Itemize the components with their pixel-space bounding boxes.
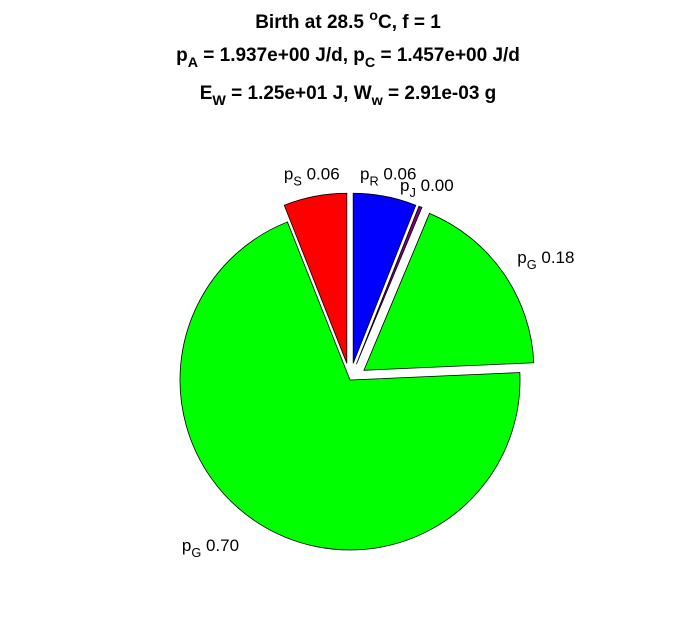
slice-label: pS​ 0.06	[284, 165, 340, 189]
text-run: p	[176, 45, 188, 66]
text-run: = 1.457e+00 J/d	[375, 45, 520, 66]
subscript: C	[365, 55, 375, 71]
text-run: Birth at 28.5	[255, 12, 369, 33]
pie-slice	[356, 205, 423, 365]
pie-slice	[363, 212, 535, 371]
text-run: p	[182, 536, 191, 555]
slice-category: pR​	[360, 165, 379, 189]
slice-label: pG​ 0.18	[517, 248, 574, 272]
pie-slice	[352, 192, 417, 364]
text-run: p	[360, 165, 369, 184]
slice-category: pG​	[517, 248, 536, 272]
pie-slice	[179, 221, 521, 551]
slice-label: pG​ 0.70	[182, 536, 239, 560]
text-run: p	[517, 248, 526, 267]
text-run: p	[400, 176, 409, 195]
subscript: G	[191, 545, 201, 560]
subscript: R	[369, 174, 378, 189]
subscript: A	[188, 55, 198, 71]
chart-title: EW​ = 1.25e+01 J, Ww​ = 2.91e-03 g	[200, 83, 497, 109]
slice-value: 0.00	[416, 176, 454, 195]
chart-title: Birth at 28.5 o​C, f = 1	[255, 8, 441, 33]
slice-value: 0.70	[201, 536, 239, 555]
slice-label: pJ​ 0.00	[400, 176, 454, 200]
slice-value: 0.06	[379, 165, 417, 184]
text-run: = 1.25e+01 J, W	[226, 83, 372, 104]
subscript: S	[293, 174, 302, 189]
slice-value: 0.18	[537, 248, 575, 267]
slice-category: pG​	[182, 536, 201, 560]
text-run: p	[284, 165, 293, 184]
text-run: C, f = 1	[378, 12, 441, 33]
subscript: W	[212, 93, 226, 109]
text-run: E	[200, 83, 213, 104]
superscript: o	[369, 8, 378, 24]
text-run: = 2.91e-03 g	[383, 83, 497, 104]
slice-category: pS​	[284, 165, 302, 189]
text-run: = 1.937e+00 J/d, p	[198, 45, 365, 66]
subscript: w	[371, 93, 384, 109]
slice-label: pR​ 0.06	[360, 165, 417, 189]
slice-category: pJ​	[400, 176, 416, 200]
subscript: J	[410, 185, 416, 200]
chart-title: pA​ = 1.937e+00 J/d, pC​ = 1.457e+00 J/d	[176, 45, 520, 71]
pie-slice	[283, 192, 348, 364]
slice-value: 0.06	[302, 165, 340, 184]
subscript: G	[527, 257, 537, 272]
